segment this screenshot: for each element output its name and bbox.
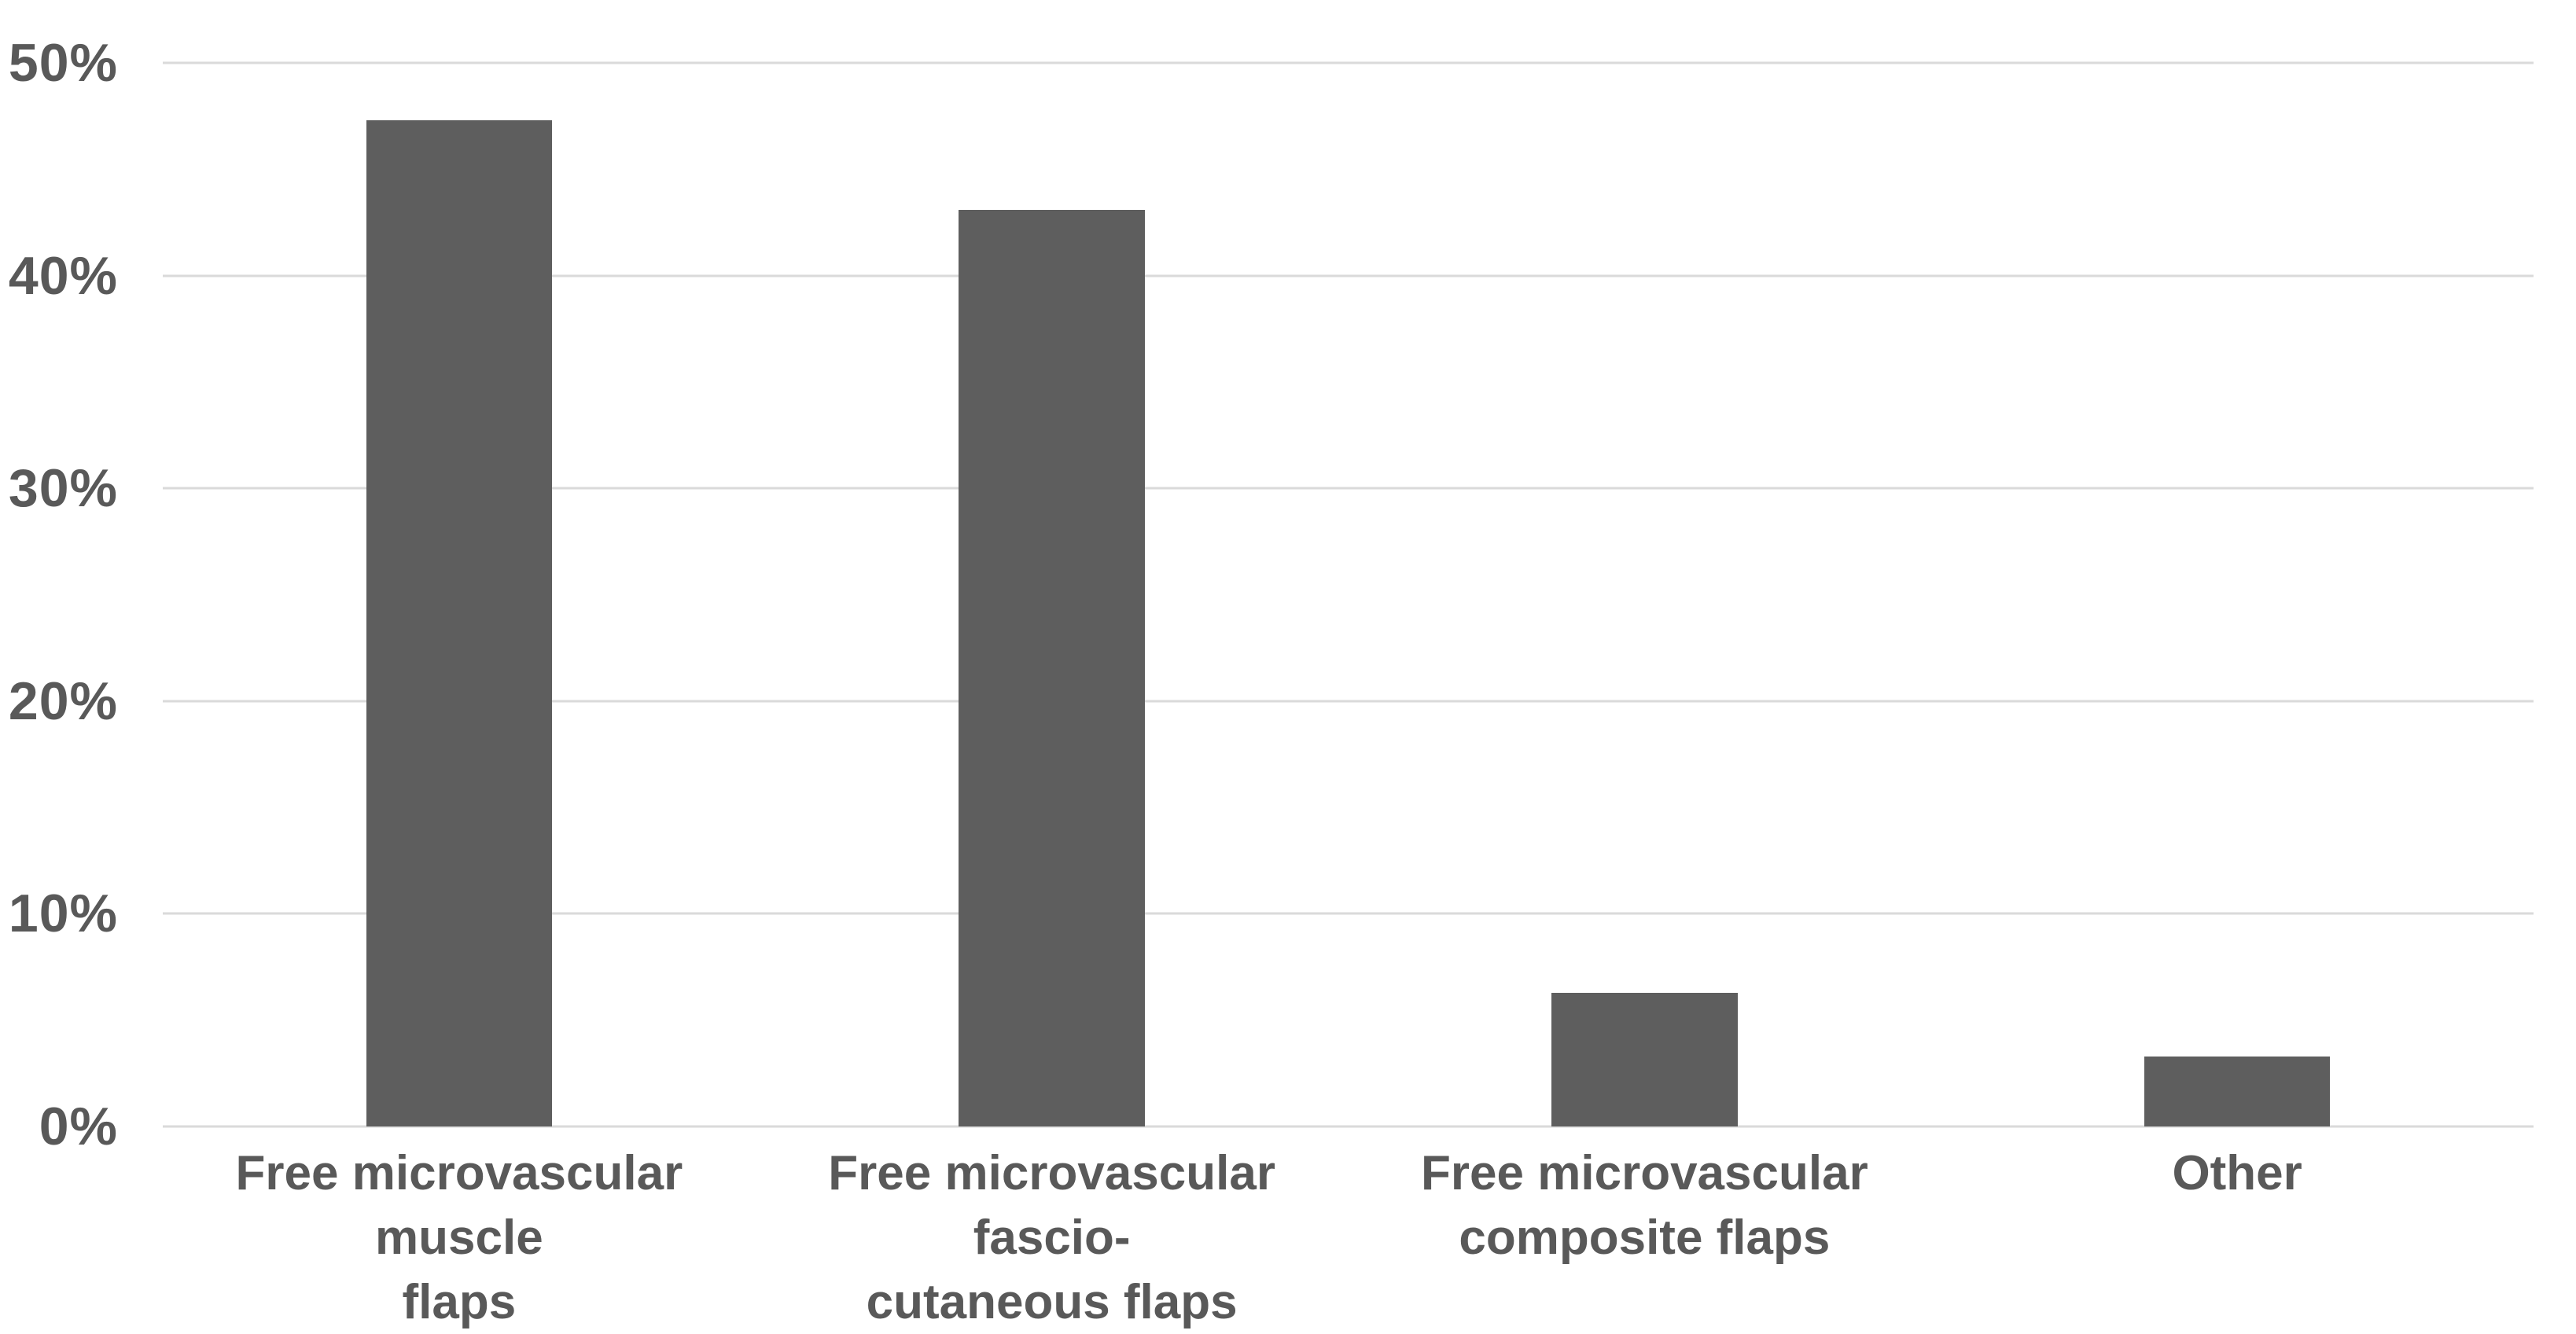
bar-slot-2	[756, 63, 1349, 1126]
bar-4	[2144, 1056, 2331, 1126]
gridline-30	[163, 487, 2534, 490]
x-axis: Free microvascular muscle flaps Free micr…	[163, 1141, 2534, 1334]
x-axis-label-1: Free microvascular muscle flaps	[235, 1146, 683, 1329]
gridline-10	[163, 912, 2534, 915]
y-tick-label-40: 40%	[8, 245, 118, 306]
y-tick-label-0: 0%	[39, 1097, 118, 1156]
bar-2	[959, 209, 1145, 1126]
y-tick-label-20: 20%	[8, 671, 118, 731]
gridline-50	[163, 61, 2534, 64]
y-axis: 0% 10% 20% 30% 40% 50%	[0, 36, 118, 1153]
bar-slot-1	[163, 63, 756, 1126]
x-axis-label-4: Other	[2172, 1146, 2302, 1200]
gridline-20	[163, 700, 2534, 703]
bar-1	[366, 120, 553, 1126]
bar-slot-4	[1941, 63, 2534, 1126]
bar-3	[1551, 992, 1738, 1126]
bars	[163, 63, 2534, 1126]
gridline-40	[163, 274, 2534, 277]
x-axis-label-2: Free microvascular fascio- cutaneous fla…	[828, 1146, 1275, 1329]
bar-chart: 0% 10% 20% 30% 40% 50% Free microvascular mus…	[0, 36, 2534, 1329]
y-tick-label-50: 50%	[8, 33, 118, 93]
y-tick-label-10: 10%	[8, 884, 118, 944]
gridline-0	[163, 1125, 2534, 1128]
plot-area	[163, 61, 2534, 1128]
y-tick-label-30: 30%	[8, 458, 118, 519]
bar-slot-3	[1349, 63, 1941, 1126]
x-axis-label-3: Free microvascular composite flaps	[1421, 1146, 1868, 1265]
